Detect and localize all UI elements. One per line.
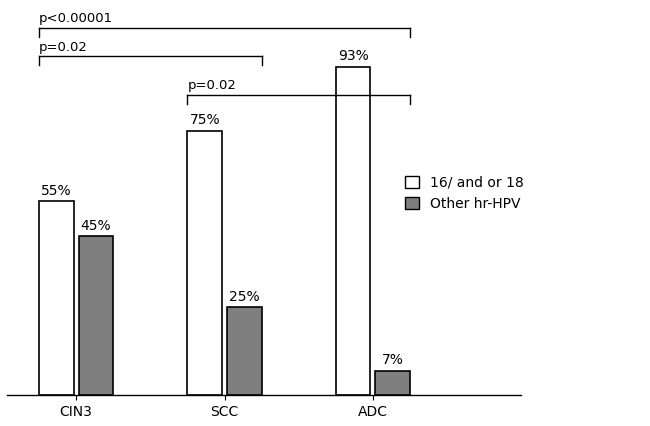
Text: 7%: 7% xyxy=(382,353,404,367)
Bar xyxy=(187,130,222,395)
Text: 93%: 93% xyxy=(338,49,369,63)
Text: p=0.02: p=0.02 xyxy=(187,79,237,92)
Legend: 16/ and or 18, Other hr-HPV: 16/ and or 18, Other hr-HPV xyxy=(405,176,523,211)
Text: p<0.00001: p<0.00001 xyxy=(39,12,113,25)
Text: 55%: 55% xyxy=(41,184,72,198)
Text: p=0.02: p=0.02 xyxy=(39,40,88,54)
Bar xyxy=(336,67,370,395)
Text: 75%: 75% xyxy=(189,113,220,127)
Bar xyxy=(79,236,113,395)
Bar xyxy=(227,307,262,395)
Bar xyxy=(375,371,410,395)
Text: 45%: 45% xyxy=(81,219,111,233)
Bar xyxy=(39,201,73,395)
Text: 25%: 25% xyxy=(229,290,259,304)
